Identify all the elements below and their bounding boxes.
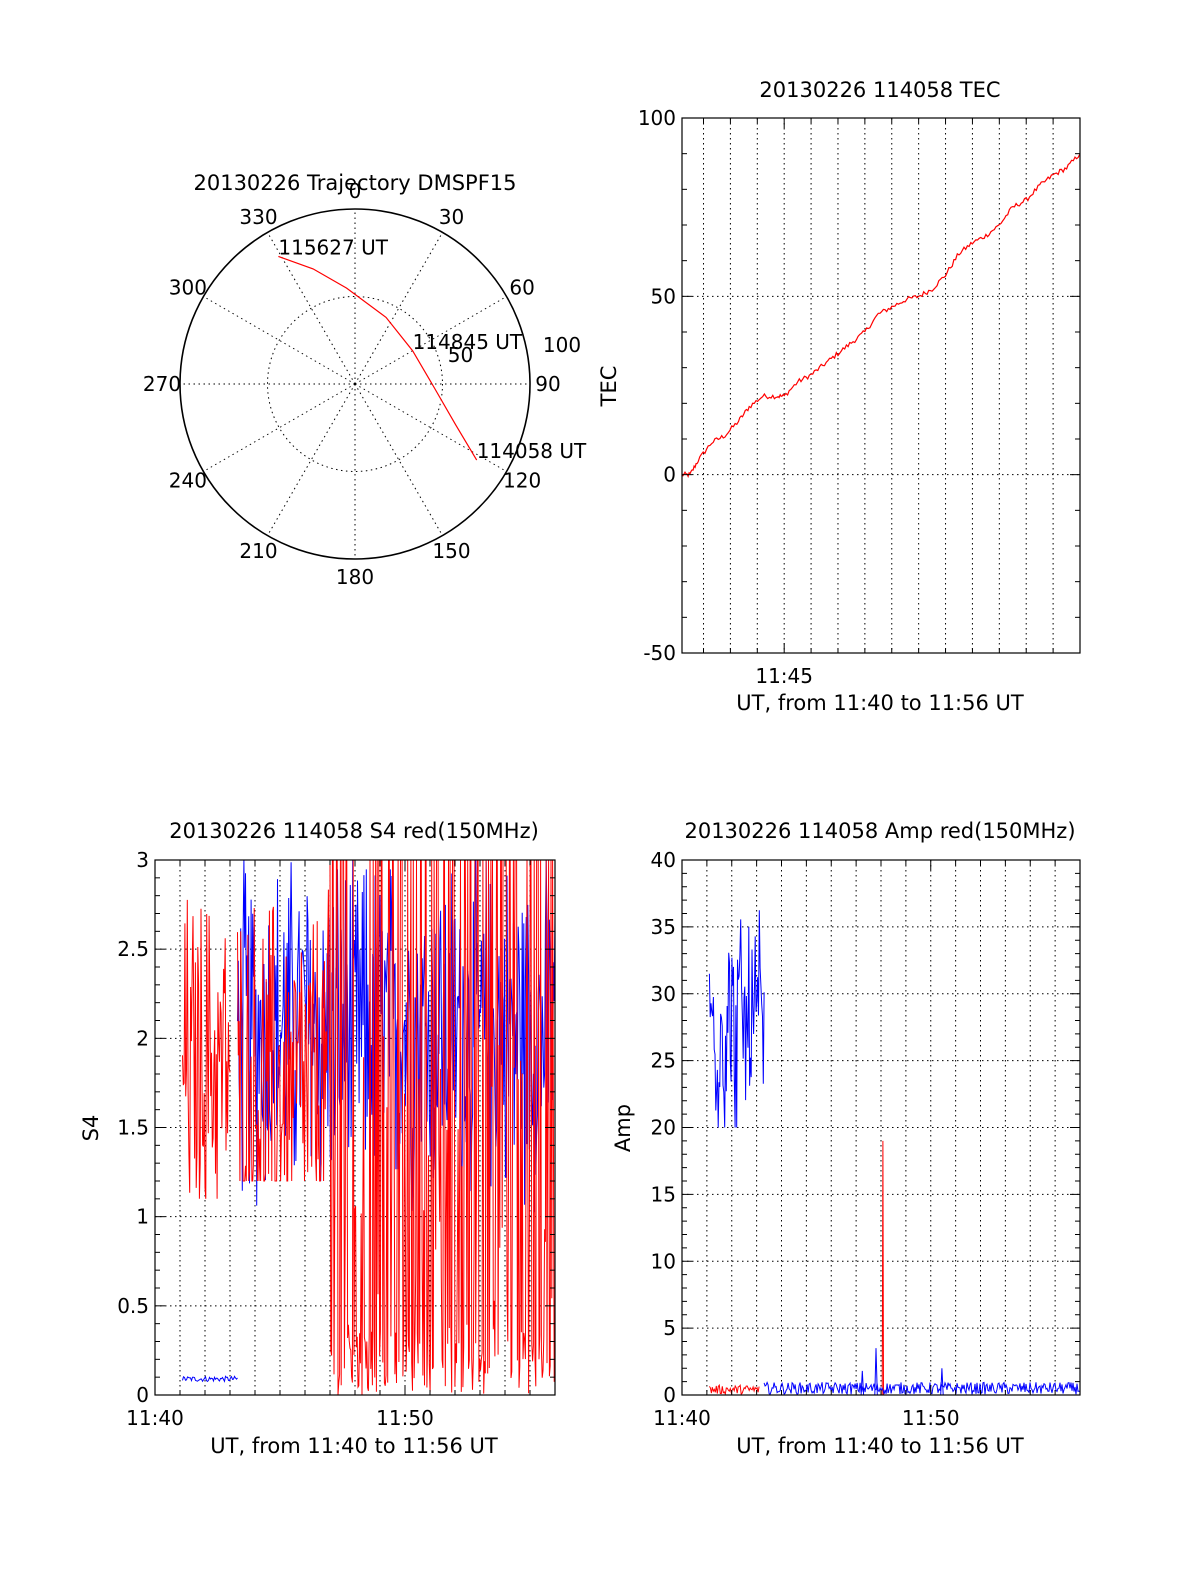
tec-plot-area bbox=[682, 153, 1080, 479]
series-line bbox=[682, 153, 1080, 479]
y-tick-label: 1 bbox=[136, 1205, 149, 1229]
series-line bbox=[182, 899, 231, 1199]
series-line bbox=[182, 1375, 238, 1383]
polar-ring-0 bbox=[267, 296, 443, 472]
y-tick-label: 1.5 bbox=[117, 1116, 149, 1140]
series-1 bbox=[708, 910, 1080, 1395]
y-tick-label: 100 bbox=[638, 106, 676, 130]
trajectory-track bbox=[278, 255, 478, 461]
amp-grid bbox=[682, 860, 1080, 1395]
polar-spoke-240 bbox=[203, 383, 356, 472]
s4-title: 20130226 114058 S4 red(150MHz) bbox=[169, 819, 539, 843]
s4-xlabel: UT, from 11:40 to 11:56 UT bbox=[210, 1434, 498, 1458]
series-line bbox=[860, 1370, 865, 1395]
clipped-series bbox=[182, 860, 555, 1395]
y-tick-label: 50 bbox=[651, 284, 676, 308]
polar-ring-label: 100 bbox=[543, 333, 581, 357]
series-line bbox=[763, 1381, 1080, 1395]
polar-angle-label: 210 bbox=[239, 539, 277, 563]
series-line bbox=[940, 1368, 944, 1395]
amp-ylabel: Amp bbox=[611, 1104, 635, 1152]
s4-ylabel: S4 bbox=[79, 1115, 103, 1142]
clipped-series bbox=[708, 910, 1080, 1395]
x-tick-label: 11:40 bbox=[653, 1406, 711, 1430]
polar-angle-label: 150 bbox=[432, 539, 470, 563]
amp-plot-area bbox=[708, 910, 1080, 1395]
y-tick-label: 2 bbox=[136, 1026, 149, 1050]
x-tick-label: 11:50 bbox=[902, 1406, 960, 1430]
polar-spoke-120 bbox=[354, 383, 507, 472]
y-tick-label: 15 bbox=[651, 1182, 676, 1206]
y-tick-label: 25 bbox=[651, 1049, 676, 1073]
s4-plot-area bbox=[182, 860, 555, 1395]
polar-angle-label: 30 bbox=[439, 205, 464, 229]
y-tick-label: 0.5 bbox=[117, 1294, 149, 1318]
polar-angle-label: 120 bbox=[503, 469, 541, 493]
polar-angle-label: 300 bbox=[169, 276, 207, 300]
trajectory-annotation: 114845 UT bbox=[413, 330, 523, 354]
s4-panel: 20130226 114058 S4 red(150MHz) 0 0.5 1 1.5 2… bbox=[79, 819, 556, 1458]
polar-spoke-30 bbox=[354, 232, 443, 385]
x-tick-label: 11:40 bbox=[126, 1406, 184, 1430]
polar-angle-label: 0 bbox=[349, 179, 362, 203]
polar-angle-label: 90 bbox=[535, 372, 560, 396]
tec-ylabel: TEC bbox=[597, 366, 621, 408]
y-tick-label: 0 bbox=[663, 463, 676, 487]
series-line bbox=[708, 1383, 760, 1395]
amp-xlabel: UT, from 11:40 to 11:56 UT bbox=[736, 1434, 1024, 1458]
amp-ticks: 0 5 10 15 20 25 30 35 40 11:40 11:50 bbox=[651, 848, 1081, 1430]
x-tick-label: 11:50 bbox=[376, 1406, 434, 1430]
series-line bbox=[237, 889, 331, 1182]
clipped-series bbox=[682, 153, 1080, 479]
polar-grid bbox=[179, 208, 531, 560]
polar-ring-label: 50 bbox=[448, 343, 473, 367]
amp-panel: 20130226 114058 Amp red(150MHz) 0 5 10 15 20… bbox=[611, 819, 1081, 1458]
series-0 bbox=[682, 153, 1080, 479]
amp-title: 20130226 114058 Amp red(150MHz) bbox=[684, 819, 1075, 843]
y-tick-label: 10 bbox=[651, 1249, 676, 1273]
trajectory-panel: 20130226 Trajectory DMSPF15 0 30 60 90 120 15… bbox=[143, 171, 587, 589]
series-line bbox=[881, 1140, 884, 1395]
trajectory-annotations: 115627 UT 114845 UT 114058 UT bbox=[278, 235, 587, 463]
polar-outer-ring bbox=[179, 208, 531, 560]
polar-angle-label: 60 bbox=[509, 276, 534, 300]
y-tick-label: 3 bbox=[136, 848, 149, 872]
tec-ticks: -50 0 50 100 11:45 bbox=[638, 106, 1081, 688]
y-tick-label: 2.5 bbox=[117, 937, 149, 961]
polar-spoke-300 bbox=[203, 296, 356, 385]
trajectory-annotation: 114058 UT bbox=[477, 439, 587, 463]
polar-angle-labels: 0 30 60 90 120 150 180 210 240 270 300 330 50 100 bbox=[143, 179, 581, 589]
trajectory-annotation: 115627 UT bbox=[278, 235, 388, 259]
tec-grid bbox=[682, 118, 1080, 653]
y-tick-label: 40 bbox=[651, 848, 676, 872]
polar-spoke-60 bbox=[354, 296, 507, 385]
polar-angle-label: 240 bbox=[169, 469, 207, 493]
trajectory-title: 20130226 Trajectory DMSPF15 bbox=[193, 171, 516, 195]
y-tick-label: 0 bbox=[663, 1383, 676, 1407]
y-tick-label: 35 bbox=[651, 915, 676, 939]
s4-ticks: 0 0.5 1 1.5 2 2.5 3 11:40 11:50 bbox=[117, 848, 556, 1430]
y-tick-label: 30 bbox=[651, 982, 676, 1006]
tec-panel: 20130226 114058 TEC -50 0 50 100 11:45 UT, f… bbox=[597, 78, 1081, 715]
polar-angle-label: 180 bbox=[336, 565, 374, 589]
series-0 bbox=[708, 1140, 884, 1395]
y-tick-label: 20 bbox=[651, 1116, 676, 1140]
tec-frame bbox=[681, 117, 1081, 654]
series-line bbox=[874, 1348, 878, 1395]
tec-xlabel: UT, from 11:40 to 11:56 UT bbox=[736, 691, 1024, 715]
y-tick-label: 5 bbox=[663, 1316, 676, 1340]
polar-spoke-150 bbox=[354, 383, 443, 536]
polar-angle-label: 270 bbox=[143, 372, 181, 396]
x-tick-label: 11:45 bbox=[755, 664, 813, 688]
series-line bbox=[708, 910, 765, 1128]
y-tick-label: -50 bbox=[643, 641, 676, 665]
series-1 bbox=[182, 860, 555, 1395]
series-line bbox=[329, 860, 555, 1395]
polar-angle-label: 330 bbox=[239, 205, 277, 229]
y-tick-label: 0 bbox=[136, 1383, 149, 1407]
polar-spoke-210 bbox=[267, 383, 356, 536]
tec-title: 20130226 114058 TEC bbox=[759, 78, 1000, 102]
